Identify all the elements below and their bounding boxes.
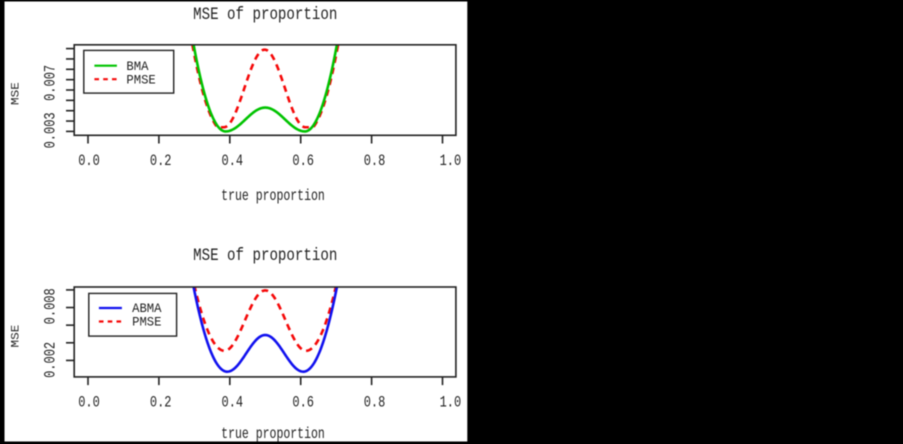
svg-text:0.4: 0.4 [222, 153, 244, 171]
svg-text:true proportion: true proportion [221, 187, 325, 205]
svg-text:0.002: 0.002 [42, 342, 60, 378]
svg-text:0.8: 0.8 [364, 394, 386, 412]
svg-text:0.2: 0.2 [150, 153, 172, 171]
svg-text:PMSE: PMSE [126, 73, 155, 87]
svg-text:0.4: 0.4 [222, 394, 244, 412]
svg-text:PMSE: PMSE [132, 316, 161, 330]
svg-text:MSE: MSE [9, 325, 22, 348]
svg-text:ABMA: ABMA [132, 302, 162, 316]
svg-text:true proportion: true proportion [221, 425, 325, 443]
svg-text:0.0: 0.0 [78, 394, 100, 412]
svg-text:BMA: BMA [126, 60, 149, 74]
svg-text:0.8: 0.8 [364, 153, 386, 171]
svg-text:1.0: 1.0 [440, 153, 462, 171]
svg-text:1.0: 1.0 [440, 394, 462, 412]
svg-text:0.007: 0.007 [42, 65, 60, 101]
svg-text:0.6: 0.6 [292, 153, 314, 171]
svg-text:MSE of proportion: MSE of proportion [193, 4, 337, 24]
svg-text:0.2: 0.2 [150, 394, 172, 412]
svg-text:MSE: MSE [9, 82, 22, 105]
svg-text:0.6: 0.6 [292, 394, 314, 412]
svg-text:0.008: 0.008 [42, 288, 60, 324]
svg-text:MSE of proportion: MSE of proportion [193, 245, 337, 265]
svg-text:0.0: 0.0 [78, 153, 100, 171]
svg-text:0.003: 0.003 [42, 112, 60, 148]
